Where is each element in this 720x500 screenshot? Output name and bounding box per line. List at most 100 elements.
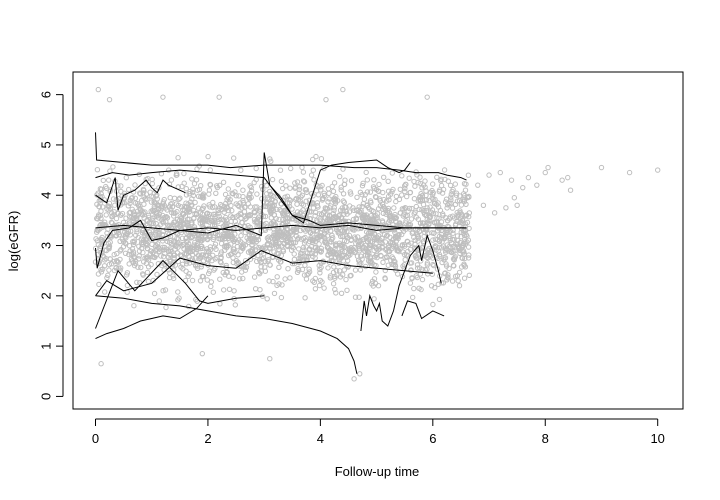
data-point <box>104 275 110 281</box>
data-point <box>385 262 391 268</box>
data-point <box>364 177 370 183</box>
data-point <box>316 282 323 289</box>
data-point <box>168 177 175 183</box>
data-point <box>378 253 384 259</box>
data-point <box>163 214 170 220</box>
data-point <box>271 290 278 297</box>
data-point <box>534 182 540 188</box>
data-point <box>183 239 190 245</box>
data-point <box>213 190 219 197</box>
data-point <box>294 236 301 242</box>
data-point <box>313 227 319 234</box>
data-point <box>451 257 457 263</box>
data-point <box>348 191 354 197</box>
data-point <box>542 169 548 176</box>
data-point <box>312 286 319 292</box>
data-point <box>365 236 372 243</box>
data-point <box>306 269 313 275</box>
data-point <box>321 165 327 172</box>
data-point <box>265 237 272 243</box>
data-point <box>436 238 442 244</box>
data-point <box>418 286 424 293</box>
data-point <box>126 251 132 258</box>
data-point <box>235 252 241 258</box>
data-point <box>319 182 325 189</box>
data-point <box>462 192 468 199</box>
data-point <box>317 233 323 239</box>
data-point <box>386 248 393 255</box>
data-point <box>267 208 274 215</box>
data-point <box>283 230 290 236</box>
data-point <box>176 196 182 202</box>
data-point <box>273 229 279 236</box>
data-point <box>252 286 259 292</box>
data-point <box>450 230 456 236</box>
data-point <box>117 256 123 263</box>
data-point <box>134 217 140 223</box>
data-point <box>195 205 202 211</box>
data-point <box>252 219 258 225</box>
data-point <box>132 260 139 267</box>
data-point <box>284 193 291 200</box>
data-point <box>375 219 382 225</box>
data-point <box>412 209 418 216</box>
data-point <box>153 242 159 249</box>
data-point <box>360 201 367 207</box>
data-point <box>95 86 101 93</box>
data-point <box>191 181 198 187</box>
data-point <box>195 252 202 258</box>
data-point <box>366 206 373 212</box>
data-point <box>199 350 206 357</box>
data-point <box>156 211 163 218</box>
data-point <box>446 224 452 230</box>
data-point <box>430 190 436 196</box>
data-point <box>114 250 120 257</box>
data-point <box>225 231 231 237</box>
data-point <box>427 204 433 210</box>
data-point <box>461 275 468 281</box>
data-point <box>480 202 487 208</box>
data-point <box>330 251 337 257</box>
data-point <box>332 286 338 293</box>
data-point <box>330 281 337 287</box>
data-point <box>410 294 416 301</box>
data-point <box>382 239 389 245</box>
data-point <box>171 219 177 225</box>
data-point <box>241 209 248 215</box>
data-point <box>444 246 450 252</box>
data-point <box>452 201 459 208</box>
data-point <box>380 189 386 196</box>
data-point <box>236 203 242 210</box>
data-point <box>274 274 280 280</box>
data-point <box>457 210 463 216</box>
data-point <box>192 255 199 261</box>
data-point <box>433 211 439 217</box>
data-point <box>327 205 333 211</box>
data-point <box>183 235 189 242</box>
data-point <box>98 191 104 197</box>
data-point <box>159 262 165 269</box>
data-point <box>288 247 295 253</box>
data-point <box>267 246 273 252</box>
data-point <box>430 261 436 268</box>
data-point <box>96 281 102 288</box>
data-point <box>358 237 364 244</box>
data-point <box>285 243 291 250</box>
data-point <box>126 186 132 193</box>
data-point <box>171 267 177 273</box>
y-tick-label: 3 <box>39 242 54 249</box>
data-point <box>359 245 365 251</box>
data-point <box>419 207 425 213</box>
data-point <box>412 253 419 259</box>
data-point <box>280 185 286 192</box>
data-point <box>218 249 225 255</box>
data-point <box>145 264 152 270</box>
data-point <box>138 245 145 252</box>
data-point <box>245 249 252 255</box>
x-tick-label: 4 <box>317 431 324 446</box>
data-point <box>288 165 294 172</box>
data-point <box>411 285 417 292</box>
data-point <box>262 203 269 210</box>
data-point <box>408 216 415 222</box>
data-point <box>465 237 472 243</box>
